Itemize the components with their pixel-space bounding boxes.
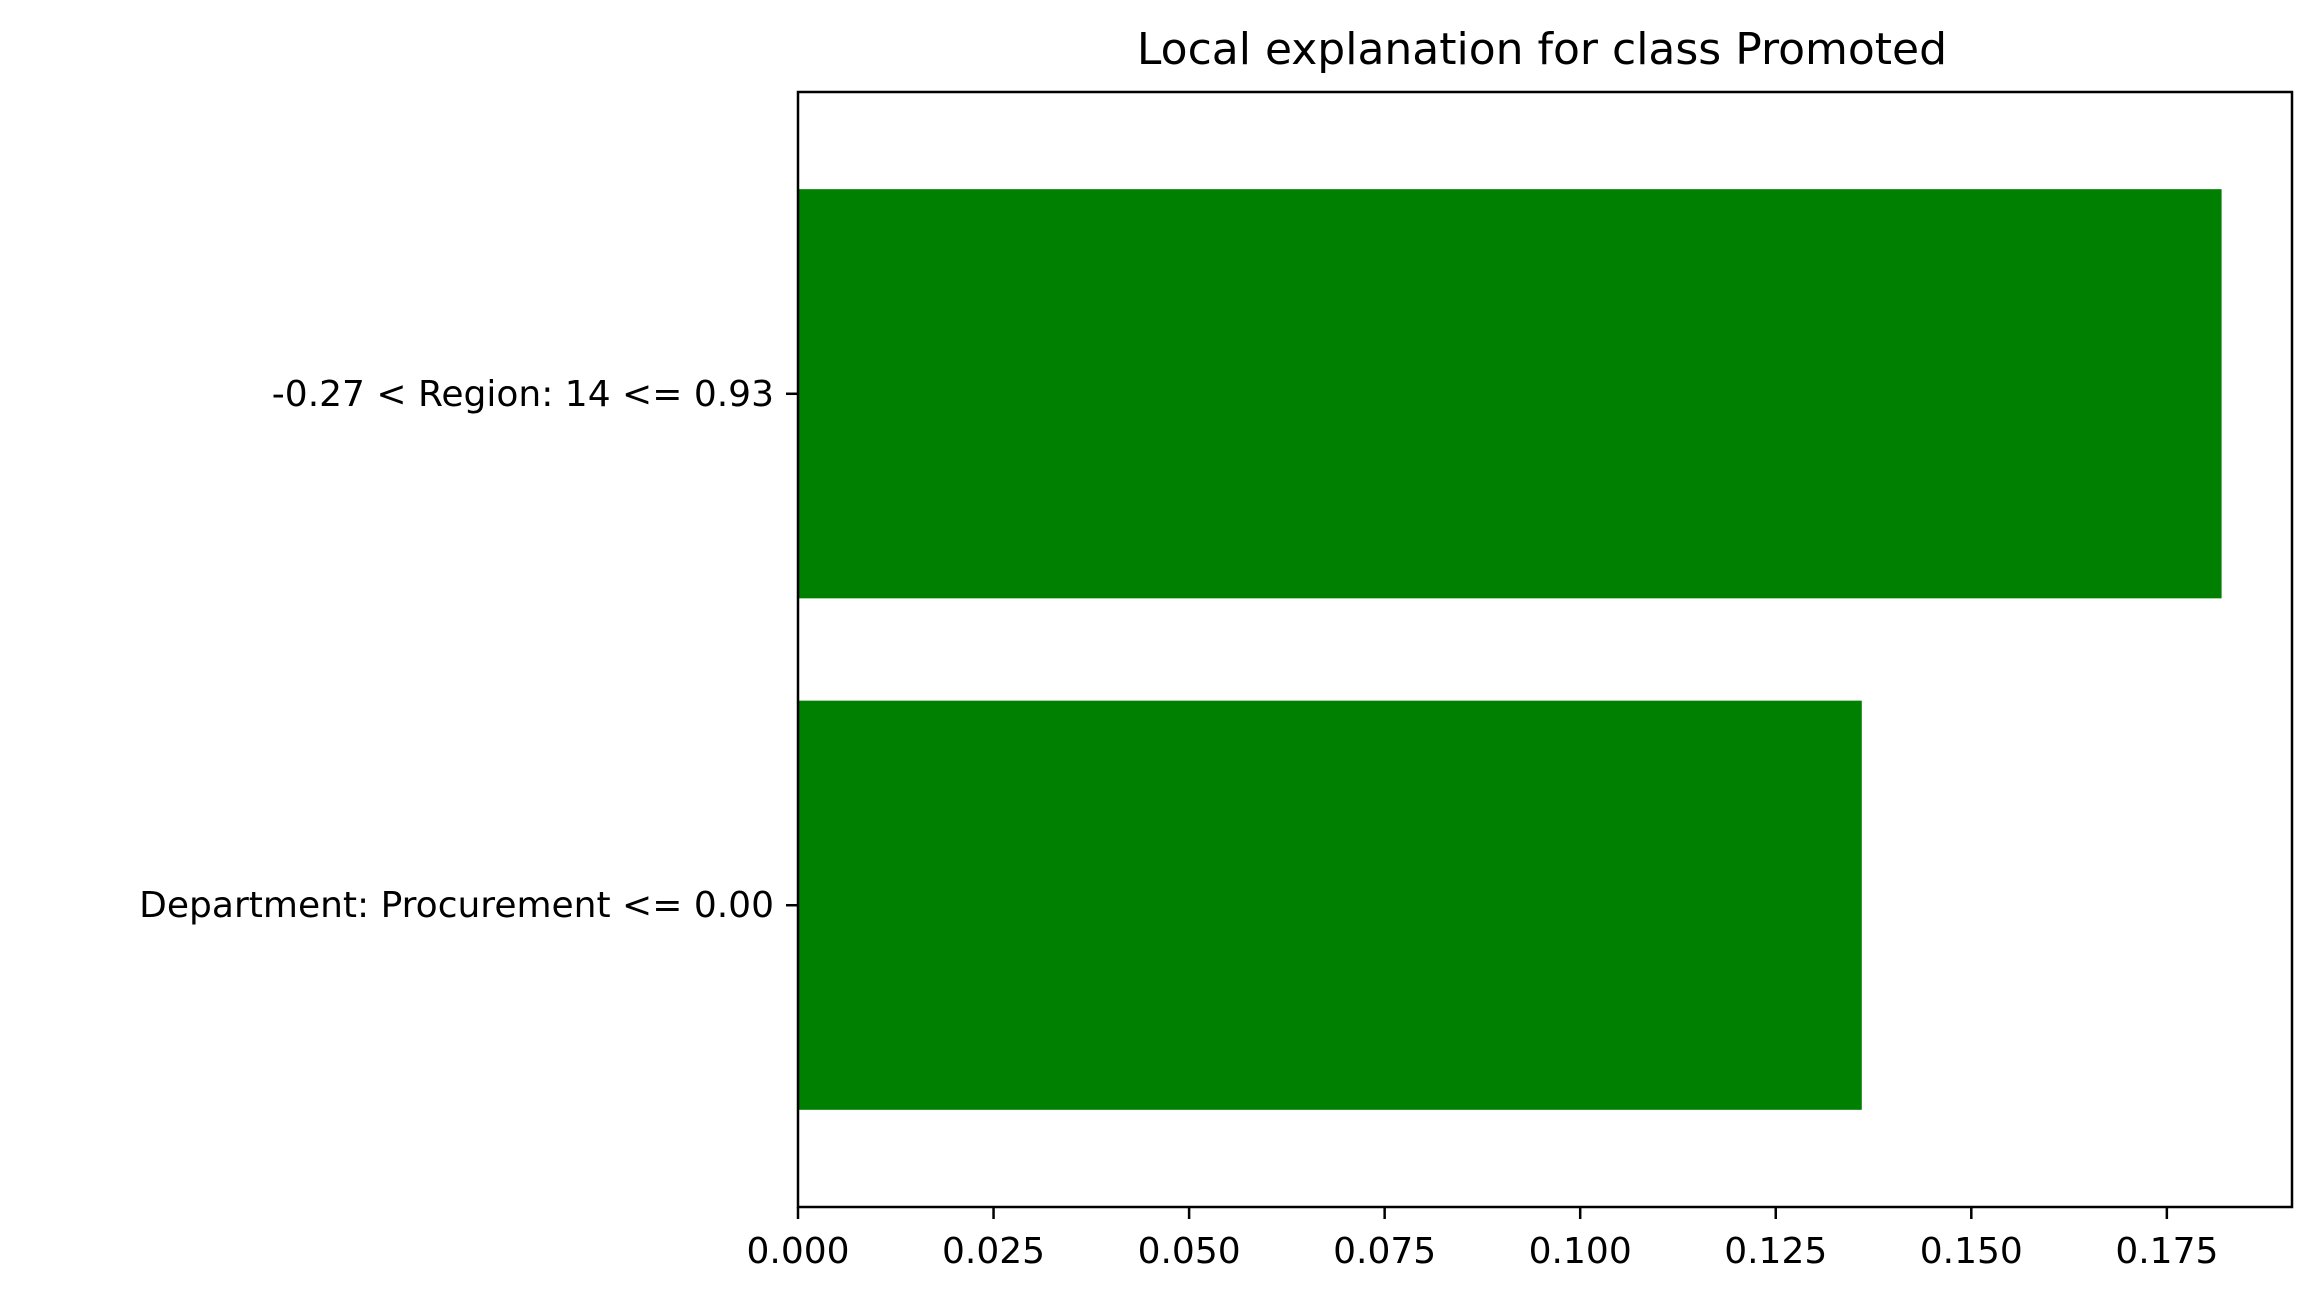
x-tick-label: 0.100 [1529,1231,1632,1272]
x-tick-label: 0.075 [1333,1231,1436,1272]
x-tick-label: 0.150 [1920,1231,2023,1272]
bar [798,700,1862,1110]
x-tick-label: 0.050 [1138,1231,1241,1272]
y-axis-ticks: Department: Procurement <= 0.00 -0.27 < R… [139,374,798,926]
y-tick-label: -0.27 < Region: 14 <= 0.93 [272,374,774,415]
plot-frame [796,90,2294,1209]
chart-title: Local explanation for class Promoted [1137,24,1947,75]
y-tick-label: Department: Procurement <= 0.00 [139,885,774,926]
bar [798,189,2222,599]
x-tick-label: 0.025 [942,1231,1045,1272]
x-tick-label: 0.125 [1724,1231,1827,1272]
x-tick-label: 0.000 [746,1231,849,1272]
x-axis-ticks: 0.000 0.025 0.050 0.075 0.100 0.125 0.150 0.175 [746,1207,2218,1272]
bars-group [798,189,2222,1110]
x-tick-label: 0.175 [2115,1231,2218,1272]
